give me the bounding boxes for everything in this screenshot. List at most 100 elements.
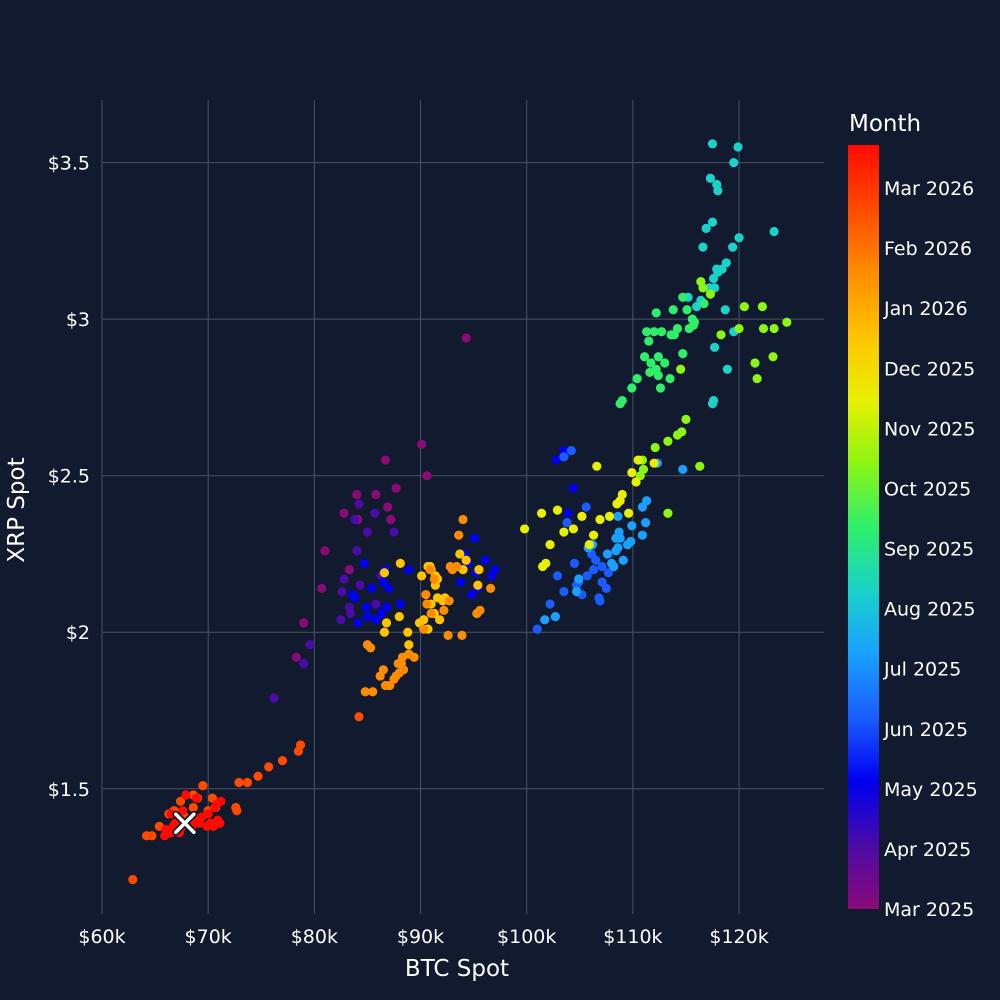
data-point: [705, 289, 715, 299]
data-point: [361, 602, 371, 612]
data-point: [707, 139, 718, 149]
data-point: [435, 615, 445, 625]
data-point: [649, 458, 659, 468]
data-point: [456, 577, 466, 587]
data-point: [633, 455, 643, 465]
data-point: [380, 680, 391, 691]
data-point: [371, 615, 381, 625]
data-point: [592, 461, 602, 471]
data-point: [299, 618, 309, 628]
data-point: [682, 305, 692, 315]
data-point: [352, 489, 362, 500]
data-point: [299, 658, 309, 669]
data-point: [317, 583, 327, 594]
data-point: [347, 590, 358, 600]
data-point: [291, 652, 301, 662]
data-point: [384, 583, 394, 594]
colorbar-tick-label: Feb 2026: [884, 238, 972, 260]
data-point: [627, 521, 637, 531]
data-point: [624, 508, 634, 518]
data-point: [720, 305, 730, 315]
data-point: [354, 712, 364, 722]
data-point: [362, 527, 373, 537]
data-point: [678, 292, 688, 302]
data-point: [722, 364, 732, 374]
data-point: [416, 571, 427, 581]
data-point: [371, 489, 381, 500]
colorbar: [848, 145, 879, 909]
data-point: [701, 223, 711, 233]
data-point: [376, 608, 386, 619]
data-point: [716, 330, 726, 340]
data-point: [264, 762, 274, 772]
data-point: [386, 514, 396, 525]
colorbar-tick-label: Aug 2025: [884, 599, 976, 621]
data-point: [188, 802, 198, 813]
colorbar-tick-label: Dec 2025: [884, 358, 975, 380]
data-point: [480, 555, 490, 565]
data-point: [368, 687, 378, 697]
data-point: [461, 333, 471, 343]
data-point: [269, 693, 279, 703]
data-point: [750, 358, 760, 368]
data-point: [339, 508, 349, 518]
x-tick-label: $100k: [497, 926, 556, 948]
data-point: [416, 439, 427, 449]
data-point: [574, 574, 584, 584]
data-point: [676, 364, 686, 374]
data-point: [354, 499, 364, 509]
colorbar-tick-label: Oct 2025: [884, 478, 971, 500]
data-point: [519, 524, 530, 534]
data-point: [663, 508, 673, 518]
data-point: [353, 618, 363, 628]
data-point: [577, 511, 587, 521]
data-point: [588, 530, 599, 540]
data-point: [366, 643, 376, 653]
data-point: [563, 508, 573, 518]
y-tick-label: $3.5: [48, 153, 90, 175]
data-point: [644, 336, 654, 346]
data-point: [597, 561, 607, 572]
data-point: [611, 533, 621, 543]
data-point: [609, 561, 619, 572]
data-point: [439, 605, 449, 615]
data-point: [663, 436, 673, 446]
data-point: [175, 796, 186, 806]
data-point: [595, 596, 605, 606]
data-point: [758, 323, 769, 334]
data-point: [344, 565, 354, 575]
data-point: [336, 615, 346, 625]
y-tick-label: $2.5: [48, 466, 90, 488]
data-point: [344, 602, 354, 612]
data-point: [642, 496, 652, 506]
data-point: [305, 640, 315, 650]
data-point: [360, 687, 370, 697]
data-point: [540, 615, 550, 625]
data-point: [454, 530, 464, 540]
data-point: [707, 399, 718, 409]
data-point: [198, 781, 208, 791]
data-point: [645, 367, 655, 377]
data-point: [381, 618, 392, 628]
data-point: [646, 358, 656, 368]
data-point: [768, 352, 778, 362]
data-point: [474, 565, 484, 575]
data-point: [128, 874, 138, 885]
data-point: [208, 821, 219, 831]
data-point: [601, 583, 611, 594]
highlight-marker: [172, 810, 198, 836]
data-point: [466, 590, 477, 600]
data-point: [552, 505, 563, 515]
data-point: [612, 499, 622, 509]
data-point: [713, 186, 723, 196]
data-point: [475, 605, 485, 615]
data-point: [532, 624, 542, 634]
data-point: [729, 158, 739, 168]
data-point: [595, 514, 605, 525]
data-point: [632, 374, 642, 384]
y-tick-label: $3: [66, 309, 90, 331]
x-tick-label: $110k: [603, 926, 662, 948]
data-point: [486, 583, 496, 594]
data-point: [375, 671, 385, 681]
data-point: [581, 502, 591, 512]
